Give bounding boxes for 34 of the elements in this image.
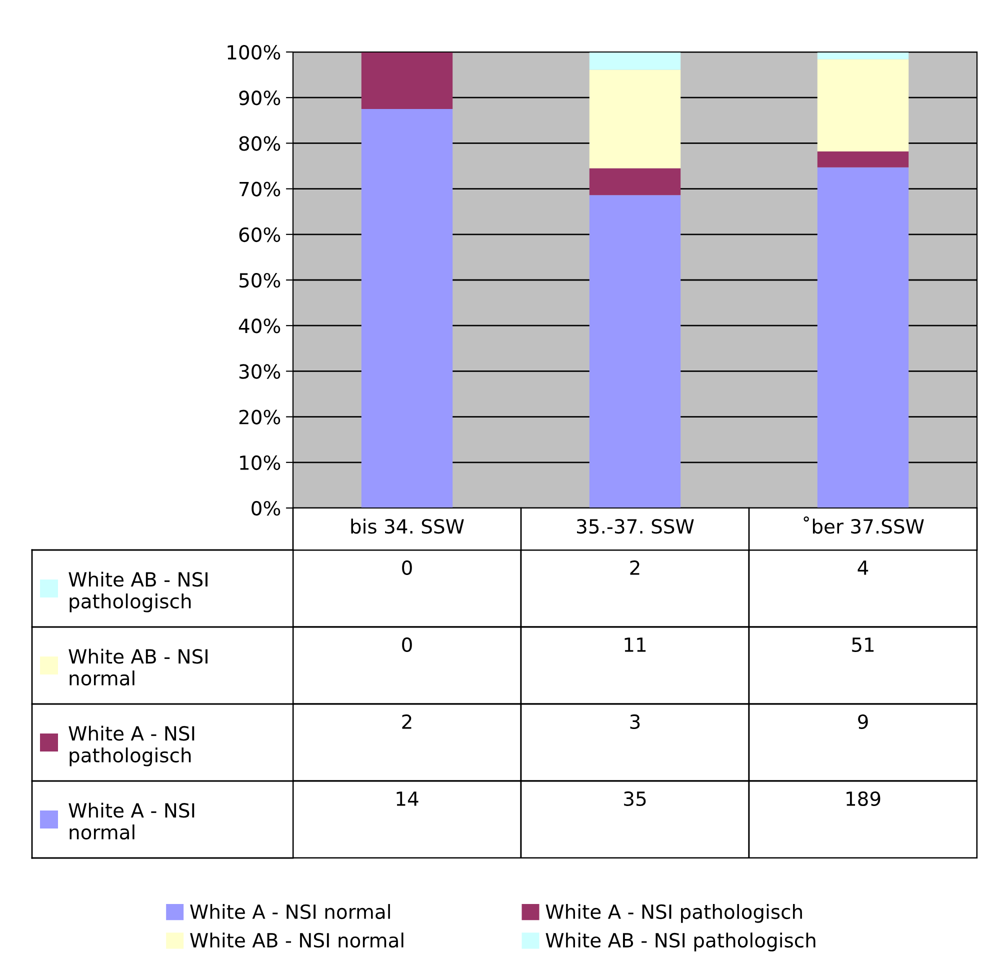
data-label: 11 [624,638,646,652]
legend-label: White A - NSI normal [190,904,390,920]
y-tick-label: 100% [228,44,280,60]
data-label: 14 [396,792,418,806]
y-tick-label: White AB - NSI pathologisch [68,572,208,612]
data-label: 51 [852,638,874,652]
data-label: 35 [624,791,646,806]
legend-label: White AB - NSI normal [190,932,404,948]
y-tick-label: White AB - NSI normal [68,648,208,686]
legend-label: White AB - NSI pathologisch [546,932,816,952]
data-label: 2 [630,560,640,575]
x-tick-label: ˚ber 37.SSW [804,516,924,534]
y-tick-label: 0% [252,500,280,516]
y-tick-label: 10% [240,455,280,470]
y-tick-label: 90% [239,90,280,106]
data-label: 4 [858,560,868,575]
y-tick-label: 60% [239,227,280,242]
data-label: 2 [402,714,412,729]
data-label: 189 [846,791,880,806]
data-label: 3 [630,714,640,730]
legend-label: White A - NSI pathologisch [546,904,802,923]
y-tick-label: 70% [240,182,280,196]
x-tick-label: 35.-37. SSW [577,519,694,534]
data-label: 9 [858,714,868,730]
y-tick-label: 40% [238,318,280,334]
y-tick-label: White A - NSI normal [68,802,194,840]
data-label: 0 [402,637,412,652]
y-tick-label: 20% [239,410,280,424]
y-tick-label: 80% [239,136,280,151]
y-tick-label: 50% [239,272,280,288]
x-tick-label: bis 34. SSW [351,518,464,534]
y-tick-label: 30% [239,364,280,379]
y-tick-label: White A - NSI pathologisch [68,726,194,766]
data-label: 0 [402,560,412,576]
